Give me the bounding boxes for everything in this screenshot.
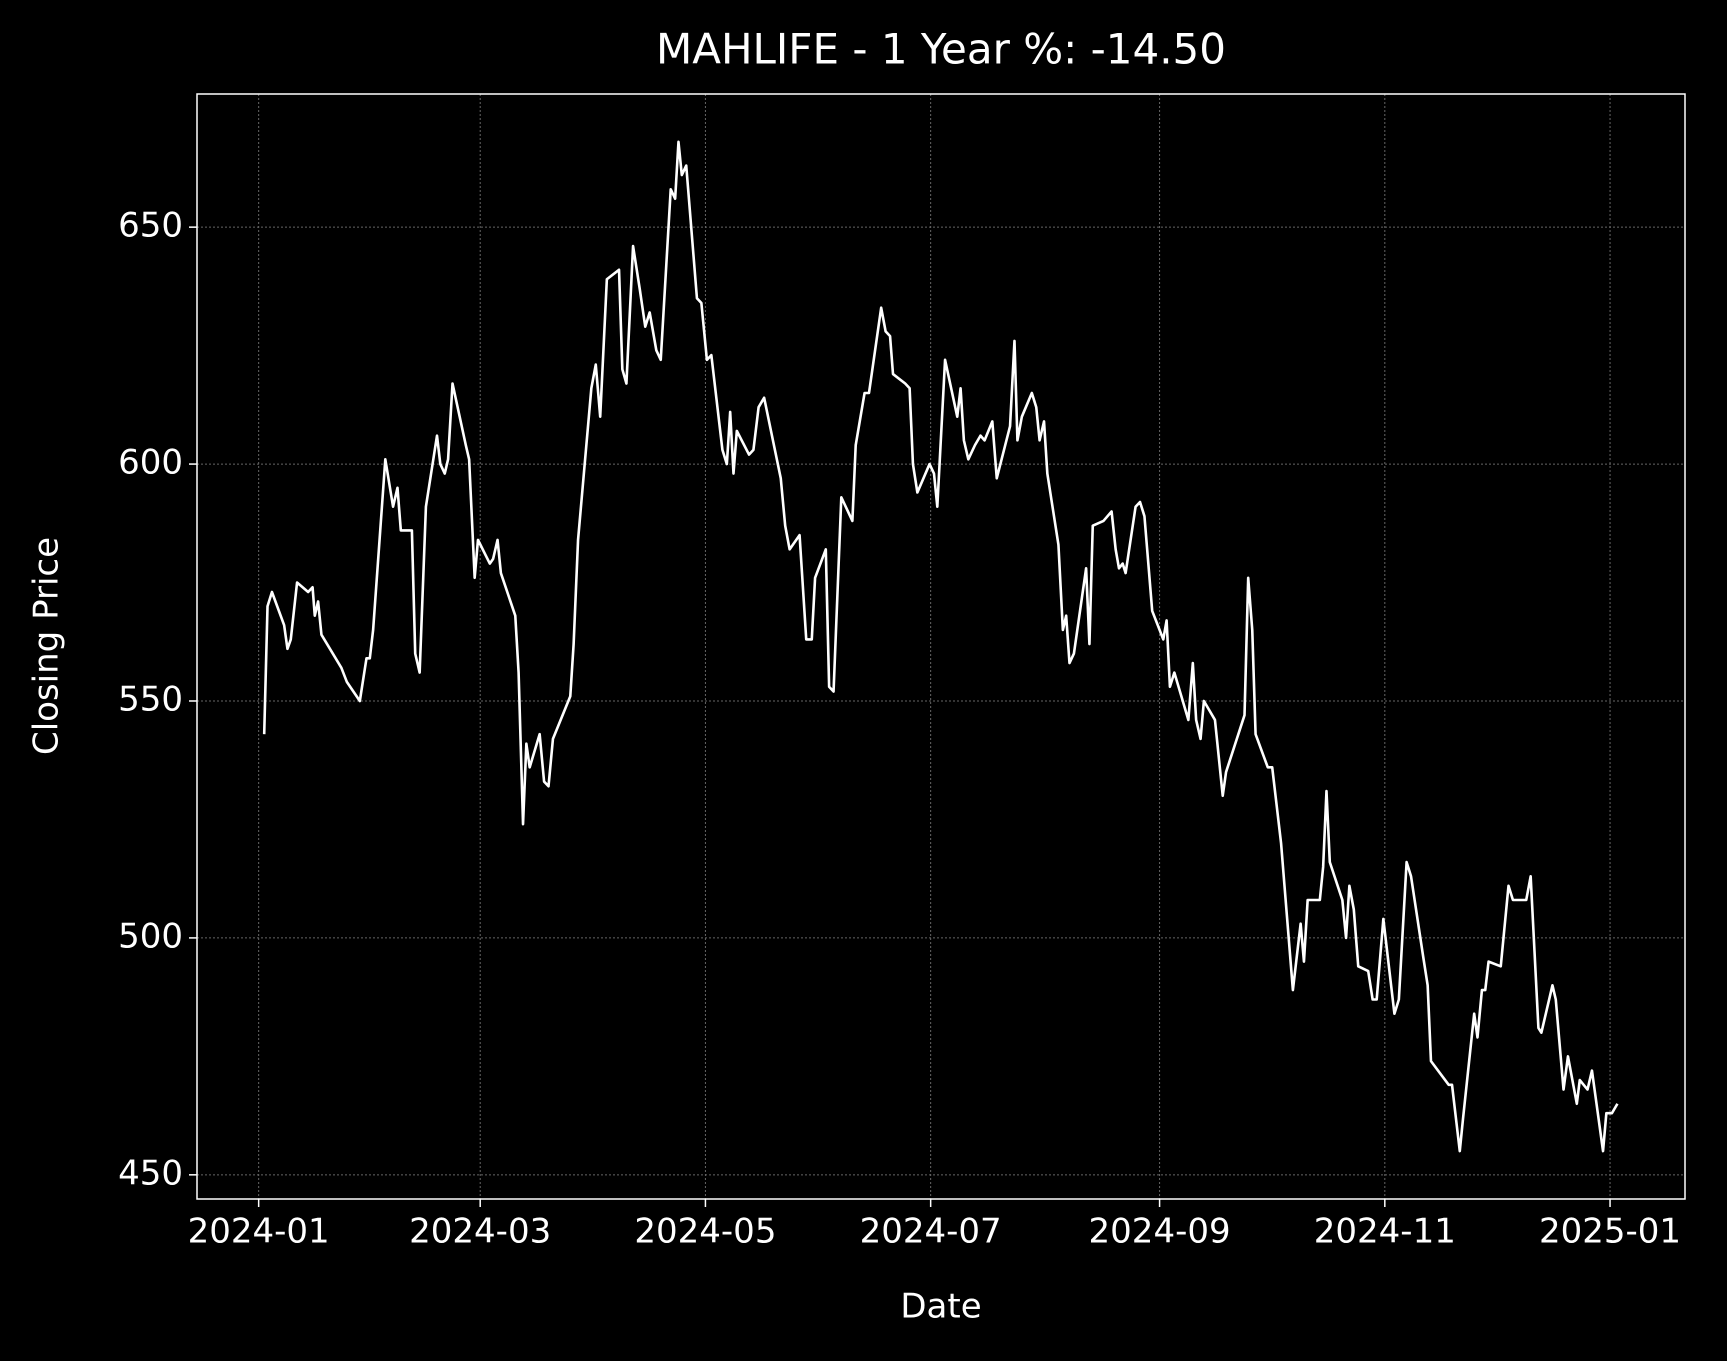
y-tick-label: 550 — [118, 679, 183, 719]
y-axis-label: Closing Price — [27, 537, 67, 755]
x-tick-label: 2024-01 — [188, 1212, 330, 1252]
x-axis-label: Date — [900, 1287, 981, 1327]
x-tick-label: 2024-09 — [1089, 1212, 1231, 1252]
price-line — [262, 140, 1619, 1153]
plot-frame — [196, 93, 1686, 1200]
x-tick-label: 2024-07 — [860, 1212, 1002, 1252]
y-tick-label: 600 — [118, 443, 183, 483]
y-tick-label: 650 — [118, 206, 183, 246]
x-tick-label: 2024-05 — [634, 1212, 776, 1252]
y-tick-label: 450 — [118, 1153, 183, 1193]
x-tick-label: 2024-11 — [1314, 1212, 1456, 1252]
y-tick-label: 500 — [118, 916, 183, 956]
x-tick-label: 2025-01 — [1539, 1212, 1681, 1252]
chart-title: MAHLIFE - 1 Year %: -14.50 — [656, 25, 1226, 74]
x-tick-label: 2024-03 — [409, 1212, 551, 1252]
